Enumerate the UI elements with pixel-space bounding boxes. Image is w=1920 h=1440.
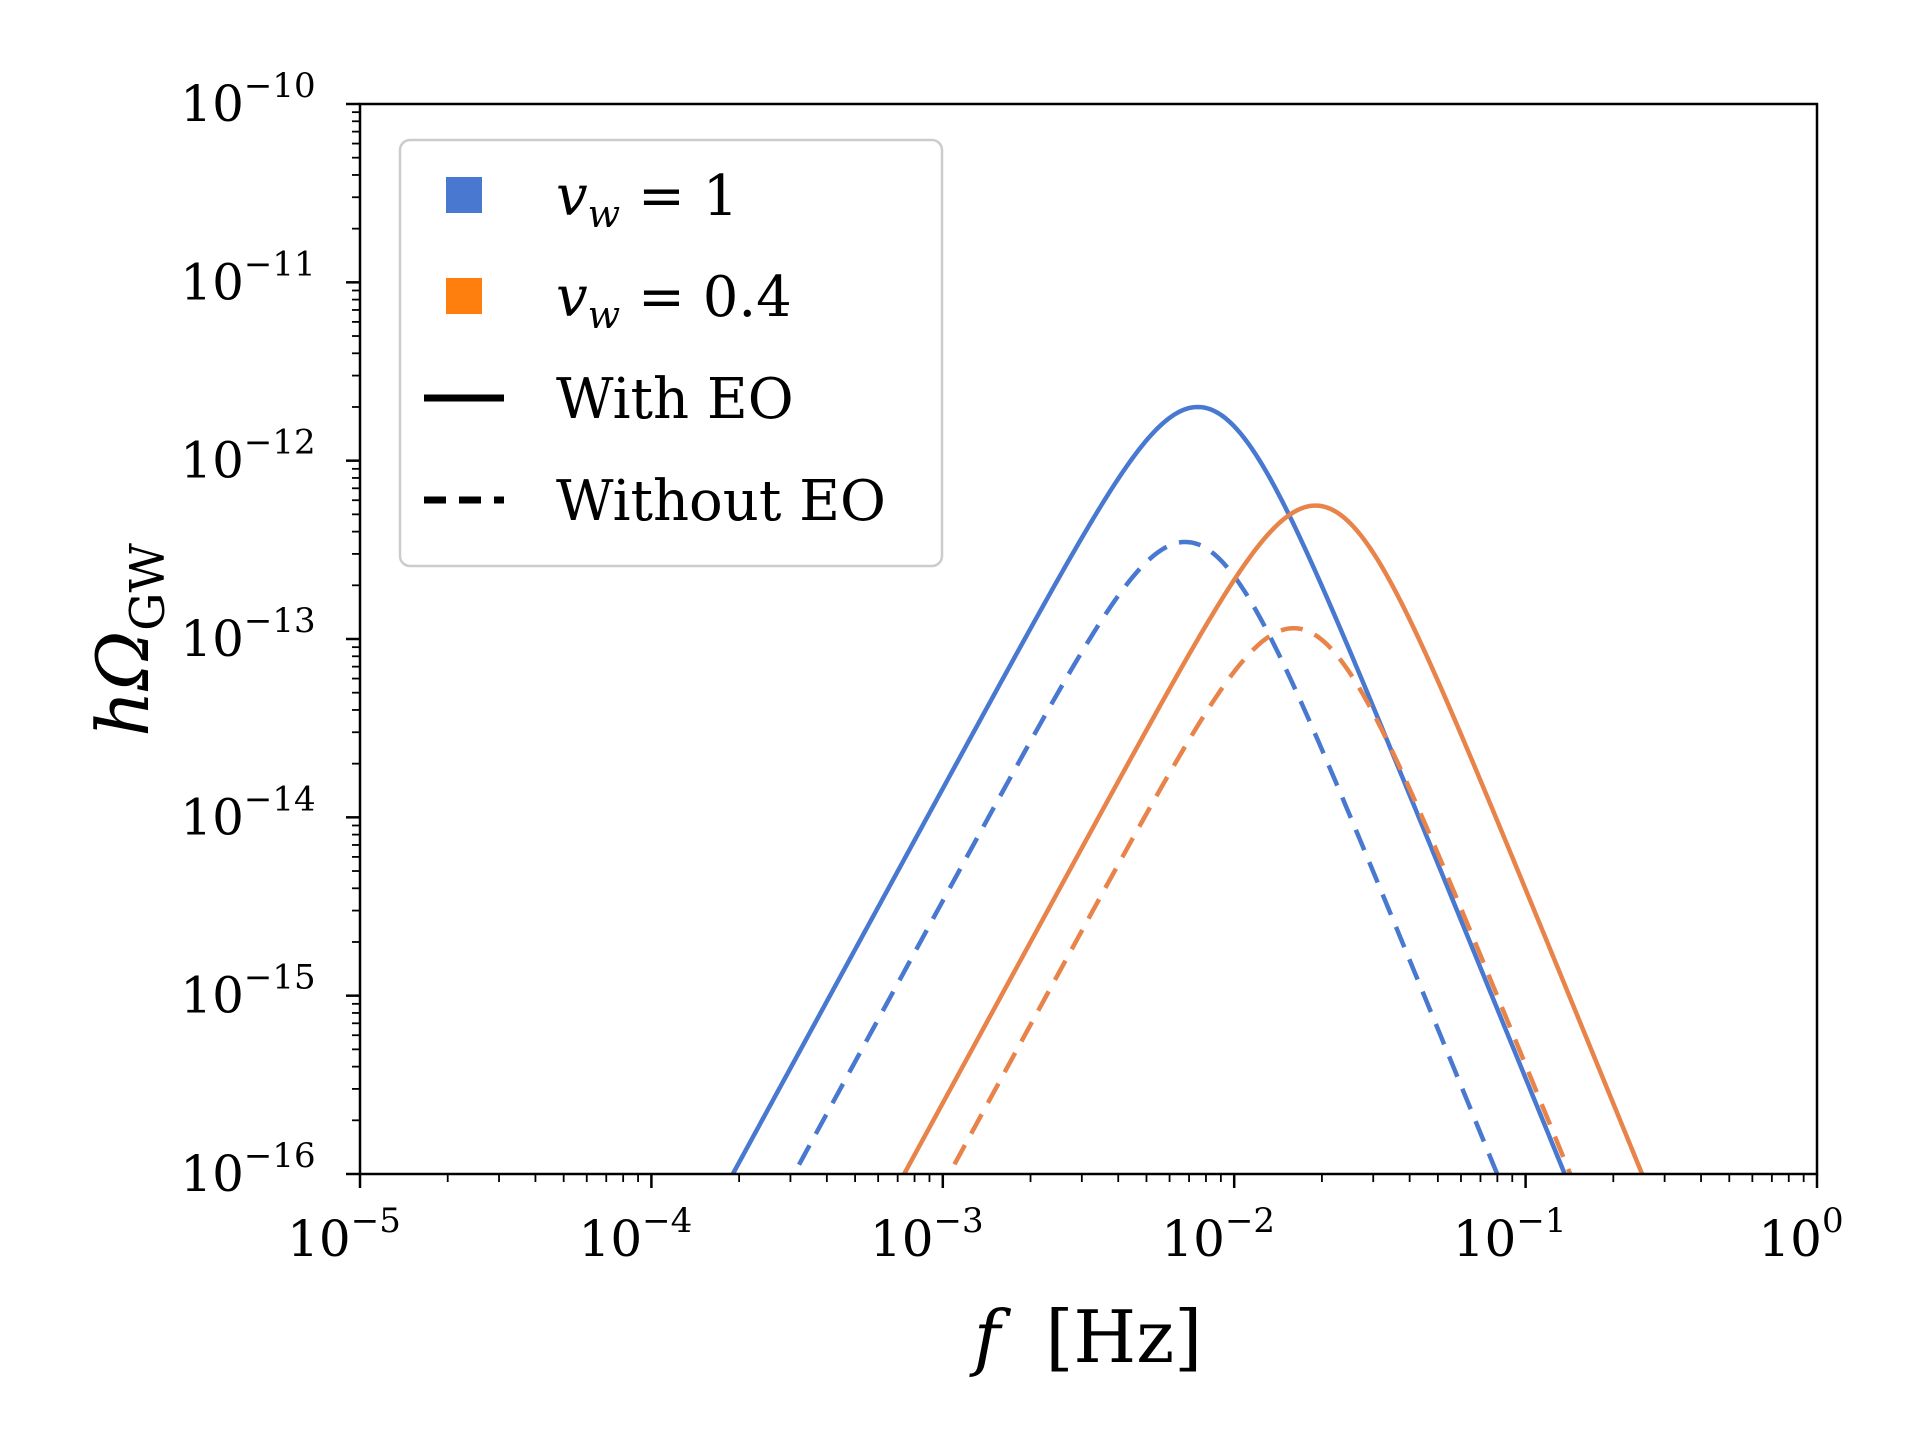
- y-tick-label: 10−11: [180, 244, 315, 311]
- legend-patch-vw-0.4: [446, 278, 482, 314]
- x-tick-label: 10−2: [1161, 1201, 1275, 1268]
- legend-rest-1: = 1: [620, 164, 738, 229]
- y-axis-sub: GW: [120, 542, 176, 630]
- series-line-3: [901, 503, 1645, 1174]
- y-tick-label: 10−10: [180, 66, 315, 133]
- y-axis-var: hΩ: [81, 631, 165, 737]
- legend-box: [398, 138, 944, 568]
- series-line-1: [730, 404, 1568, 1174]
- x-tick-label: 10−5: [287, 1201, 401, 1268]
- ticks-layer: 10−5 10−4 10−3 10−2 10−1 100 10−16 10−15 10−14 10…: [180, 66, 1843, 1268]
- y-tick-label: 10−16: [180, 1136, 315, 1203]
- legend-rest-2: = 0.4: [620, 265, 792, 330]
- y-tick-label: 10−14: [180, 779, 315, 846]
- legend-label-vw-1: vw = 1: [556, 164, 738, 236]
- legend-label-vw-0.4: vw = 0.4: [556, 265, 792, 337]
- legend-var-2: v: [556, 265, 588, 330]
- series-line-4: [946, 625, 1573, 1174]
- series-layer: [730, 404, 1645, 1174]
- x-tick-label: 10−4: [579, 1201, 693, 1268]
- x-tick-label: 100: [1758, 1201, 1843, 1268]
- y-tick-label: 10−15: [180, 958, 315, 1025]
- legend: vw = 1 vw = 0.4 With EO Without EO: [398, 138, 944, 568]
- legend-label-without-eo: Without EO: [556, 469, 886, 534]
- y-axis-label: hΩGW: [81, 542, 176, 736]
- y-tick-label: 10−13: [180, 601, 315, 668]
- legend-sub-2: w: [588, 293, 621, 337]
- legend-label-with-eo: With EO: [556, 367, 794, 432]
- x-tick-label: 10−3: [870, 1201, 984, 1268]
- series-line-2: [791, 539, 1500, 1174]
- legend-var-1: v: [556, 164, 588, 229]
- x-axis-unit: [Hz]: [1045, 1295, 1202, 1379]
- legend-sub-1: w: [588, 192, 621, 236]
- x-axis-label: f [Hz]: [969, 1295, 1202, 1379]
- legend-patch-vw-1: [446, 177, 482, 213]
- y-tick-label: 10−12: [180, 423, 315, 490]
- x-tick-label: 10−1: [1453, 1201, 1567, 1268]
- x-axis-var: f: [969, 1295, 1012, 1379]
- plot-frame: [358, 102, 1819, 1176]
